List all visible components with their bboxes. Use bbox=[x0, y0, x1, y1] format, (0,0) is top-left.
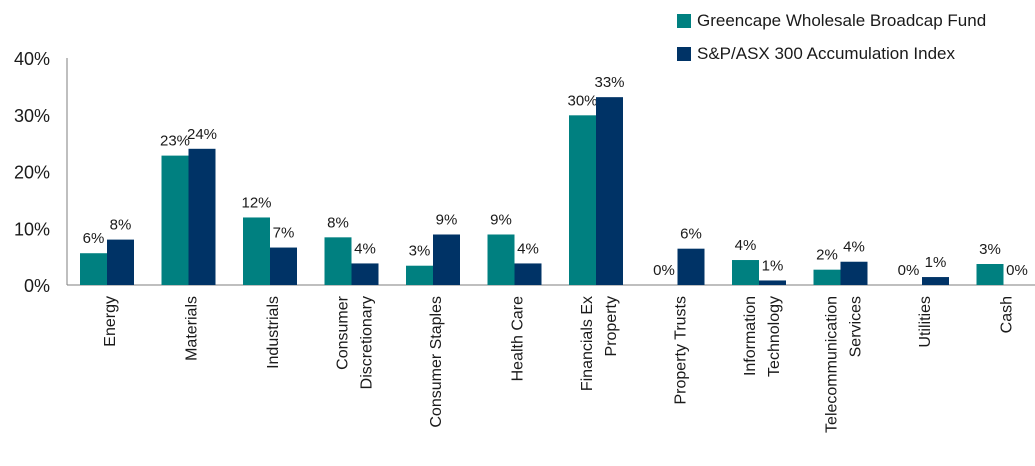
x-tick-label: Information bbox=[742, 296, 759, 376]
bar bbox=[596, 97, 623, 285]
x-tick-label: Industrials bbox=[265, 296, 282, 369]
bar bbox=[677, 248, 705, 285]
x-tick-label: Consumer bbox=[334, 295, 351, 369]
data-label: 4% bbox=[517, 240, 539, 257]
data-label: 6% bbox=[83, 230, 105, 247]
data-label: 33% bbox=[594, 74, 624, 91]
x-tick-label: Health Care bbox=[509, 296, 526, 381]
data-label: 4% bbox=[735, 237, 757, 254]
x-tick-label: Consumer Staples bbox=[428, 296, 445, 428]
bar bbox=[406, 265, 433, 285]
legend-label-fund: Greencape Wholesale Broadcap Fund bbox=[697, 11, 987, 30]
bar bbox=[976, 264, 1004, 285]
data-label: 24% bbox=[187, 126, 217, 143]
bar bbox=[922, 277, 949, 285]
bar bbox=[324, 237, 352, 285]
x-tick-label: Services bbox=[847, 296, 864, 357]
data-label: 30% bbox=[567, 92, 597, 109]
x-tick-label: Property bbox=[603, 296, 620, 356]
bar bbox=[270, 247, 297, 285]
bar bbox=[188, 148, 216, 285]
x-tick-label: Utilities bbox=[917, 296, 934, 348]
data-label: 1% bbox=[762, 257, 784, 274]
bar bbox=[840, 261, 868, 285]
data-label: 0% bbox=[1006, 262, 1028, 279]
data-label: 7% bbox=[273, 225, 295, 242]
x-tick-label: Telecommunication bbox=[823, 296, 840, 433]
data-label: 9% bbox=[436, 211, 458, 228]
x-tick-label: Energy bbox=[102, 296, 119, 347]
bar bbox=[351, 263, 379, 285]
data-label: 23% bbox=[160, 133, 190, 150]
x-tick-label: Discretionary bbox=[358, 296, 375, 389]
data-label: 3% bbox=[409, 243, 431, 260]
legend-swatch-index bbox=[677, 46, 691, 61]
bar bbox=[161, 155, 189, 285]
bar bbox=[569, 115, 596, 285]
legend: Greencape Wholesale Broadcap Fund S&P/AS… bbox=[677, 4, 986, 70]
legend-swatch-fund bbox=[677, 13, 691, 28]
bar bbox=[487, 234, 515, 285]
x-tick-label: Materials bbox=[183, 296, 200, 361]
bar bbox=[433, 234, 460, 285]
data-label: 0% bbox=[898, 262, 920, 279]
data-label: 9% bbox=[490, 211, 512, 228]
y-tick-label: 0% bbox=[24, 276, 50, 296]
legend-item-fund: Greencape Wholesale Broadcap Fund bbox=[677, 4, 986, 37]
bar bbox=[813, 269, 841, 285]
y-tick-label: 30% bbox=[14, 106, 50, 126]
data-label: 4% bbox=[354, 240, 376, 257]
x-tick-label: Financials Ex bbox=[579, 296, 596, 391]
data-label: 8% bbox=[110, 217, 132, 234]
data-label: 6% bbox=[680, 226, 702, 243]
y-tick-label: 20% bbox=[14, 163, 50, 183]
x-tick-label: Property Trusts bbox=[672, 296, 689, 404]
data-label: 3% bbox=[979, 241, 1001, 258]
bar bbox=[732, 260, 759, 285]
legend-item-index: S&P/ASX 300 Accumulation Index bbox=[677, 37, 986, 70]
y-tick-label: 40% bbox=[14, 49, 50, 69]
legend-label-index: S&P/ASX 300 Accumulation Index bbox=[697, 44, 955, 63]
x-tick-label: Technology bbox=[766, 296, 783, 377]
data-label: 0% bbox=[653, 262, 675, 279]
data-label: 4% bbox=[843, 239, 865, 256]
bar bbox=[107, 239, 134, 285]
bar bbox=[514, 263, 542, 285]
bar bbox=[80, 253, 107, 285]
data-label: 1% bbox=[925, 254, 947, 271]
data-label: 12% bbox=[241, 194, 271, 211]
data-label: 2% bbox=[816, 247, 838, 264]
x-tick-label: Cash bbox=[998, 296, 1015, 333]
bar bbox=[759, 280, 786, 285]
data-label: 8% bbox=[327, 214, 349, 231]
y-tick-label: 10% bbox=[14, 219, 50, 239]
bar bbox=[243, 217, 270, 285]
